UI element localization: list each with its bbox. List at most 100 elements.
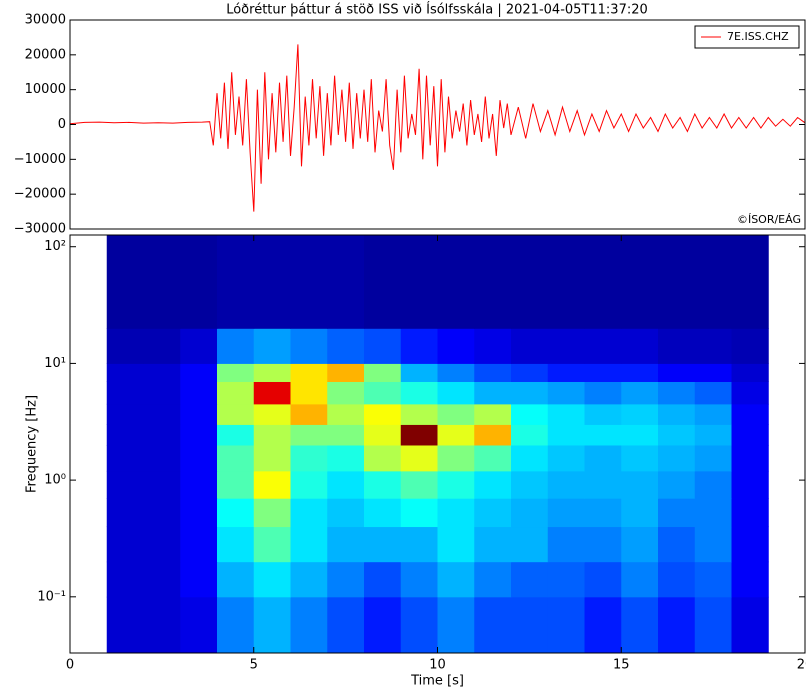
heatmap-cell: [106, 235, 144, 329]
heatmap-cell: [327, 444, 365, 472]
heatmap-cell: [621, 363, 659, 382]
heatmap-cell: [731, 526, 769, 563]
x-tick-label: 5: [250, 658, 258, 673]
heatmap-cell: [694, 561, 732, 598]
heatmap-cell: [437, 526, 475, 563]
y-axis-label: Frequency [Hz]: [25, 395, 40, 493]
heatmap-cell: [106, 526, 144, 563]
x-tick-label: 0: [66, 658, 74, 673]
heatmap-cell: [511, 328, 549, 364]
heatmap-cell: [217, 444, 255, 472]
heatmap-cell: [253, 526, 291, 563]
heatmap-cell: [731, 424, 769, 446]
heatmap-cell: [547, 424, 585, 446]
heatmap-cell: [584, 363, 622, 382]
heatmap-cell: [106, 596, 144, 654]
heatmap-cell: [180, 328, 218, 364]
heatmap-cell: [731, 363, 769, 382]
heatmap-cell: [106, 444, 144, 472]
heatmap-cell: [217, 328, 255, 364]
annotation: ©ÍSOR/EÁG: [737, 213, 801, 226]
heatmap-cell: [511, 526, 549, 563]
heatmap-cell: [400, 328, 438, 364]
heatmap-cell: [621, 381, 659, 405]
heatmap-cell: [180, 424, 218, 446]
heatmap-cell: [290, 235, 328, 329]
heatmap-cell: [106, 498, 144, 528]
legend-label: 7E.ISS.CHZ: [727, 30, 789, 43]
heatmap-cell: [327, 403, 365, 425]
y-tick-label: −10000: [14, 152, 66, 167]
heatmap-cell: [180, 596, 218, 654]
heatmap-cell: [327, 498, 365, 528]
heatmap-cell: [327, 470, 365, 499]
heatmap-cell: [621, 561, 659, 598]
heatmap-cell: [621, 403, 659, 425]
heatmap-cell: [253, 444, 291, 472]
heatmap-cell: [400, 424, 438, 446]
heatmap-cell: [327, 424, 365, 446]
y-tick-label: 10000: [25, 82, 66, 97]
heatmap-cell: [547, 328, 585, 364]
heatmap-cell: [217, 403, 255, 425]
heatmap-cell: [547, 381, 585, 405]
heatmap-cell: [290, 363, 328, 382]
heatmap-cell: [143, 561, 181, 598]
heatmap-cell: [584, 381, 622, 405]
heatmap-cell: [731, 470, 769, 499]
heatmap-cell: [547, 403, 585, 425]
heatmap-cell: [143, 328, 181, 364]
heatmap-cell: [290, 561, 328, 598]
heatmap-cell: [694, 470, 732, 499]
heatmap-cell: [731, 235, 769, 329]
heatmap-cell: [253, 403, 291, 425]
heatmap-cell: [143, 444, 181, 472]
heatmap-cell: [511, 363, 549, 382]
heatmap-cell: [364, 470, 402, 499]
heatmap-cell: [437, 235, 475, 329]
heatmap-cell: [731, 381, 769, 405]
heatmap-cell: [143, 424, 181, 446]
heatmap-cell: [364, 444, 402, 472]
heatmap-cell: [217, 363, 255, 382]
heatmap-cell: [658, 424, 696, 446]
x-tick-label: 15: [613, 658, 630, 673]
heatmap-cell: [437, 328, 475, 364]
heatmap-cell: [731, 444, 769, 472]
y-tick-label: −30000: [14, 222, 66, 237]
chart-title: Lóðréttur þáttur á stöð ISS við Ísólfssk…: [226, 2, 648, 18]
heatmap-cell: [364, 403, 402, 425]
heatmap-cell: [584, 424, 622, 446]
heatmap-cell: [584, 403, 622, 425]
heatmap-cell: [180, 235, 218, 329]
heatmap-cell: [547, 363, 585, 382]
heatmap-cell: [474, 561, 512, 598]
heatmap-cell: [511, 470, 549, 499]
heatmap-cell: [547, 235, 585, 329]
y-tick-label: 10⁰: [44, 473, 66, 488]
heatmap-cell: [621, 235, 659, 329]
heatmap-cell: [694, 444, 732, 472]
heatmap-cell: [658, 498, 696, 528]
heatmap-cell: [658, 526, 696, 563]
heatmap-cell: [694, 424, 732, 446]
heatmap-cell: [180, 363, 218, 382]
heatmap-cell: [511, 235, 549, 329]
heatmap-cell: [474, 235, 512, 329]
heatmap-cell: [217, 424, 255, 446]
series-line: [70, 44, 805, 212]
heatmap-cell: [290, 470, 328, 499]
heatmap-cell: [731, 596, 769, 654]
heatmap-cell: [253, 424, 291, 446]
plot-frame: [69, 19, 806, 230]
heatmap-cell: [547, 596, 585, 654]
heatmap-cell: [658, 561, 696, 598]
heatmap-cell: [180, 498, 218, 528]
heatmap-cell: [437, 363, 475, 382]
heatmap-cell: [327, 561, 365, 598]
heatmap-cell: [400, 561, 438, 598]
heatmap-cell: [621, 424, 659, 446]
heatmap-cell: [547, 561, 585, 598]
heatmap-cell: [143, 498, 181, 528]
heatmap-cell: [217, 498, 255, 528]
